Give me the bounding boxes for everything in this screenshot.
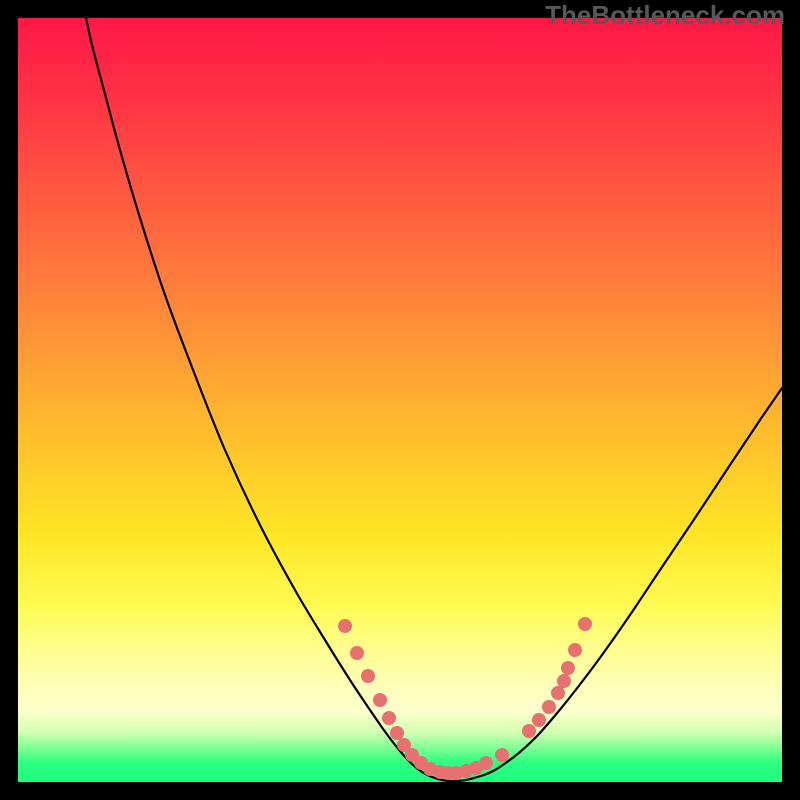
chart-container: TheBottleneck.com xyxy=(0,0,800,800)
gradient-background xyxy=(0,0,800,800)
watermark-text: TheBottleneck.com xyxy=(545,0,785,31)
